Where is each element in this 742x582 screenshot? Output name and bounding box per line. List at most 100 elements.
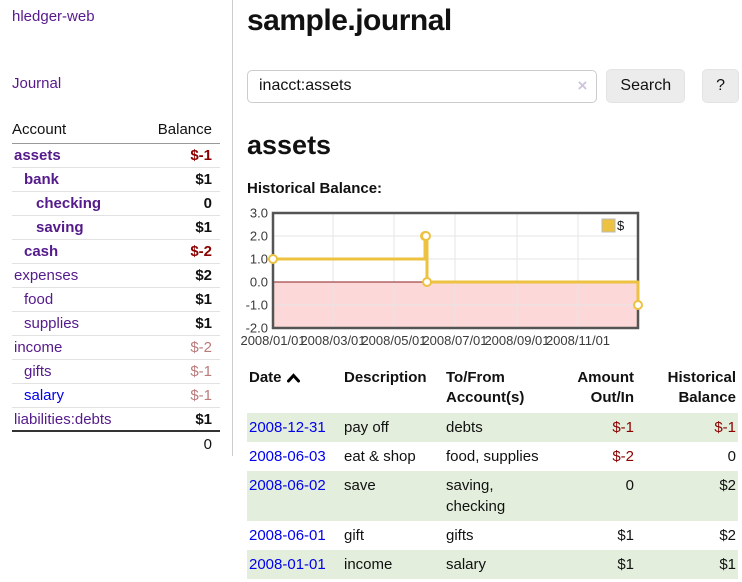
historical-balance-chart: $3.0 2.0 1.0 0.0 -1.0 -2.0 2008/01/01 2008/03/0… xyxy=(240,206,647,349)
account-link-supplies[interactable]: supplies xyxy=(24,315,80,332)
transaction-description: income xyxy=(344,555,393,573)
account-balance: $-2 xyxy=(190,339,212,356)
transaction-balance: 0 xyxy=(727,447,736,465)
account-balance: $1 xyxy=(195,291,212,308)
svg-text:2008/09/01: 2008/09/01 xyxy=(484,333,549,348)
transaction-description: pay off xyxy=(344,418,389,436)
transaction-balance: $-1 xyxy=(714,418,736,436)
account-link-income[interactable]: income xyxy=(14,339,63,356)
transaction-accounts: gifts xyxy=(446,526,474,544)
register-row: 2008-06-03 eat & shop food, supplies $-2… xyxy=(247,442,738,471)
nav-journal: Journal xyxy=(12,75,220,93)
svg-text:-2.0: -2.0 xyxy=(246,321,268,336)
account-row: assets $-1 xyxy=(12,144,220,168)
search-input[interactable] xyxy=(247,69,598,103)
account-row: food $1 xyxy=(12,288,220,312)
transaction-amount: $-1 xyxy=(612,418,634,436)
column-header-description[interactable]: Description xyxy=(344,369,427,386)
clear-search-icon[interactable]: × xyxy=(577,75,588,95)
account-balance: $1 xyxy=(195,315,212,332)
account-row: salary $-1 xyxy=(12,384,220,408)
accounts-total-row: 0 xyxy=(12,432,220,453)
register-row: 2008-06-01 gift gifts $1 $2 xyxy=(247,521,738,550)
account-balance: $-2 xyxy=(190,243,212,260)
svg-text:-1.0: -1.0 xyxy=(246,298,268,313)
column-header-balance[interactable]: Historical Balance xyxy=(667,369,736,407)
accounts-total-value: 0 xyxy=(203,436,212,453)
accounts-panel: Account Balance assets $-1 bank $1 check… xyxy=(12,118,220,453)
account-balance: 0 xyxy=(203,195,212,212)
account-link-saving[interactable]: saving xyxy=(36,219,84,236)
register-row: 2008-01-01 income salary $1 $1 xyxy=(247,549,738,579)
svg-text:2008/11/01: 2008/11/01 xyxy=(546,333,610,348)
account-balance: $1 xyxy=(195,219,212,236)
account-link-salary[interactable]: salary xyxy=(24,387,65,404)
account-link-gifts[interactable]: gifts xyxy=(24,363,52,380)
brand-link[interactable]: hledger-web xyxy=(12,8,95,25)
account-page-title: assets xyxy=(247,130,332,160)
transaction-accounts: food, supplies xyxy=(446,447,539,465)
column-header-amount[interactable]: Amount Out/In xyxy=(577,369,634,407)
accounts-header-account: Account xyxy=(12,121,67,138)
svg-text:0.0: 0.0 xyxy=(250,275,268,290)
transaction-amount: $1 xyxy=(617,555,634,573)
account-link-assets[interactable]: assets xyxy=(14,147,61,164)
svg-text:$: $ xyxy=(617,218,625,233)
account-link-liabilities-debts[interactable]: liabilities:debts xyxy=(14,410,112,428)
account-link-cash[interactable]: cash xyxy=(24,243,59,260)
transaction-description: save xyxy=(344,476,376,494)
accounts-header: Account Balance xyxy=(12,118,220,144)
help-button[interactable]: ? xyxy=(702,69,739,103)
account-row: liabilities:debts $1 xyxy=(12,408,220,432)
register-header-row: Date Description To/From Account(s) Amou… xyxy=(247,366,738,413)
account-row: bank $1 xyxy=(12,168,220,192)
transaction-date-link[interactable]: 2008-01-01 xyxy=(249,555,326,573)
column-header-accounts[interactable]: To/From Account(s) xyxy=(446,369,525,407)
sort-ascending-icon xyxy=(286,369,300,389)
account-balance: $1 xyxy=(195,171,212,188)
transaction-date-link[interactable]: 2008-12-31 xyxy=(249,418,326,436)
account-link-food[interactable]: food xyxy=(24,291,54,308)
account-row: expenses $2 xyxy=(12,264,220,288)
transaction-description: eat & shop xyxy=(344,447,416,465)
search-button[interactable]: Search xyxy=(606,69,686,103)
transaction-balance: $1 xyxy=(719,555,736,573)
transaction-accounts: salary xyxy=(446,555,487,573)
svg-text:3.0: 3.0 xyxy=(250,206,268,221)
account-row: gifts $-1 xyxy=(12,360,220,384)
app-brand: hledger-web xyxy=(12,8,220,26)
column-header-date[interactable]: Date xyxy=(247,366,342,413)
account-balance: $2 xyxy=(195,267,212,284)
account-row: saving $1 xyxy=(12,216,220,240)
transaction-date-link[interactable]: 2008-06-03 xyxy=(249,447,326,465)
account-row: income $-2 xyxy=(12,336,220,360)
transaction-balance: $2 xyxy=(719,526,736,544)
balance-chart-svg: $3.0 2.0 1.0 0.0 -1.0 -2.02008/01/012008/03/0… xyxy=(240,206,643,348)
chart-heading: Historical Balance: xyxy=(247,180,383,197)
main-content: sample.journal × Search ? assets Histori… xyxy=(240,0,739,579)
account-link-bank[interactable]: bank xyxy=(24,171,60,188)
transaction-amount: $1 xyxy=(617,526,634,544)
journal-link[interactable]: Journal xyxy=(12,75,62,92)
transaction-accounts: debts xyxy=(446,418,483,436)
account-balance: $-1 xyxy=(190,363,212,380)
transaction-description: gift xyxy=(344,526,365,544)
svg-text:2008/05/01: 2008/05/01 xyxy=(361,333,426,348)
account-link-checking[interactable]: checking xyxy=(36,195,102,212)
account-balance: $-1 xyxy=(190,387,212,404)
sidebar: hledger-web Journal Account Balance asse… xyxy=(0,0,233,456)
transaction-date-link[interactable]: 2008-06-02 xyxy=(249,476,326,494)
account-balance: $1 xyxy=(195,410,212,428)
svg-text:2008/07/01: 2008/07/01 xyxy=(422,333,487,348)
account-row: supplies $1 xyxy=(12,312,220,336)
account-row: cash $-2 xyxy=(12,240,220,264)
svg-text:1.0: 1.0 xyxy=(250,252,268,267)
transaction-balance: $2 xyxy=(719,476,736,494)
accounts-header-balance: Balance xyxy=(157,121,212,138)
transaction-amount: 0 xyxy=(625,476,634,494)
register-row: 2008-06-02 save saving, checking 0 $2 xyxy=(247,470,738,521)
account-link-expenses[interactable]: expenses xyxy=(14,267,79,284)
transaction-date-link[interactable]: 2008-06-01 xyxy=(249,526,326,544)
register-row: 2008-12-31 pay off debts $-1 $-1 xyxy=(247,412,738,442)
transaction-accounts: saving, checking xyxy=(446,476,506,515)
